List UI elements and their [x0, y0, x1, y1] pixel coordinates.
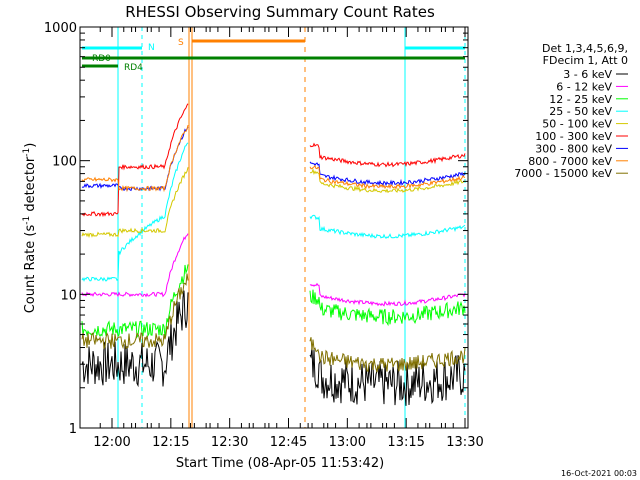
series-line-post — [309, 337, 466, 373]
series-line-pre — [81, 126, 189, 192]
x-tick-label: 12:15 — [152, 435, 189, 450]
series-line-post — [309, 164, 466, 190]
flag-label: S — [178, 38, 184, 48]
x-tick-label: 13:00 — [329, 435, 366, 450]
x-tick-label: 12:45 — [270, 435, 307, 450]
y-tick-label: 100 — [52, 155, 77, 170]
legend-entry: 3 - 6 keV — [563, 68, 612, 81]
series-line-pre — [81, 142, 189, 282]
y-axis-label: Count Rate (s-1 detector-1) — [22, 143, 38, 314]
series-line-pre — [81, 167, 189, 239]
footer-date: 16-Oct-2021 00:03 — [561, 469, 637, 478]
legend-entry: 6 - 12 keV — [556, 80, 612, 93]
y-tick-label: 10 — [60, 288, 77, 303]
y-tick-label: 1000 — [44, 21, 77, 36]
plot-frame — [79, 26, 469, 429]
series-line-post — [309, 161, 466, 187]
flag-label: RD4 — [124, 63, 143, 73]
series-line-post — [309, 282, 466, 307]
flag-label: RD0 — [92, 54, 111, 64]
legend-header: FDecim 1, Att 0 — [543, 54, 628, 67]
legend-entry: 50 - 100 keV — [542, 118, 612, 131]
flag-label: N — [148, 43, 155, 53]
series-line-pre — [81, 273, 189, 350]
legend-header: Det 1,3,4,5,6,9, — [542, 42, 628, 55]
series-line-pre — [81, 290, 189, 388]
x-tick-label: 13:30 — [446, 435, 483, 450]
series-line-pre — [81, 264, 189, 339]
y-tick-label: 1 — [69, 422, 77, 437]
x-axis: 12:00 12:15 12:30 12:45 13:00 13:15 13:30 — [93, 27, 484, 450]
plot-area: N S RD0 RD4 — [81, 27, 466, 428]
series-line-post — [309, 289, 466, 327]
x-axis-label: Start Time (08-Apr-05 11:53:42) — [176, 456, 384, 471]
legend-entry: 300 - 800 keV — [535, 142, 612, 155]
series-line-post — [309, 347, 466, 406]
series-line-pre — [81, 233, 189, 298]
chart-title: RHESSI Observing Summary Count Rates — [125, 3, 435, 21]
legend-entry: 7000 - 15000 keV — [514, 167, 612, 180]
series-line-pre — [81, 124, 189, 193]
legend-entry: 12 - 25 keV — [549, 93, 612, 106]
legend-entry: 100 - 300 keV — [535, 130, 612, 143]
legend: Det 1,3,4,5,6,9,FDecim 1, Att 03 - 6 keV… — [514, 42, 628, 180]
legend-entry: 25 - 50 keV — [549, 105, 612, 118]
x-tick-label: 12:00 — [93, 435, 130, 450]
x-tick-label: 13:15 — [387, 435, 424, 450]
y-axis: 1 10 100 1000 — [44, 21, 468, 437]
series-line-post — [309, 168, 466, 194]
series-line-post — [309, 214, 466, 239]
legend-entry: 800 - 7000 keV — [528, 155, 612, 168]
series-line-post — [309, 142, 466, 168]
x-tick-label: 12:30 — [211, 435, 248, 450]
series-line-pre — [81, 103, 189, 218]
